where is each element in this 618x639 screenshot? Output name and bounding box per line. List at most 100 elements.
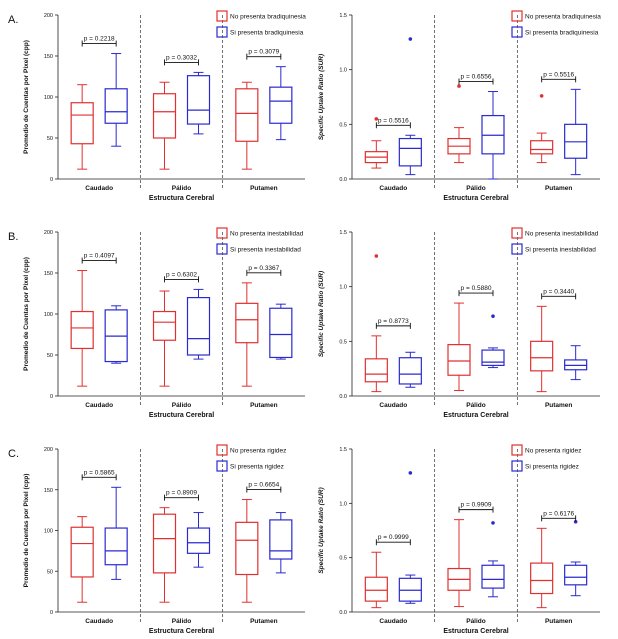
p-value-label: p = 0.3367 [248, 265, 279, 272]
legend-label: Si presenta inestabilidad [230, 247, 301, 254]
y-tick-label: 200 [44, 447, 53, 453]
box-si [269, 303, 293, 360]
category-label: Putamen [250, 402, 277, 409]
p-value-label: p = 0.6556 [461, 74, 492, 81]
panel-label: A. [8, 14, 18, 26]
category-label: Putamen [545, 402, 572, 409]
panel-label: B. [8, 231, 18, 243]
legend: No presenta bradiquinesia Si presenta bra… [511, 10, 601, 38]
p-value-label: p = 0.2218 [84, 36, 115, 43]
x-axis-label: Estructura Cerebral [443, 412, 508, 419]
box-si [481, 314, 505, 369]
y-tick-label: 0.0 [339, 177, 347, 183]
box-si [398, 37, 422, 176]
category-label: Caudado [85, 618, 113, 625]
y-axis-label: Promedio de Cuentas por Pixel (cpp) [23, 40, 30, 154]
category-label: Caudado [379, 185, 407, 192]
box-no [152, 81, 177, 170]
p-value-label: p = 0.8773 [378, 318, 409, 325]
box-no [235, 81, 259, 170]
y-tick-label: 1.5 [339, 447, 347, 453]
significance-bracket: p = 0.6302 [164, 271, 199, 283]
legend-swatch-no [216, 227, 228, 239]
p-value-label: p = 0.3440 [543, 288, 574, 295]
category-label: Putamen [250, 185, 277, 192]
box-iqr [186, 75, 211, 125]
p-value-label: p = 0.9909 [461, 502, 492, 509]
chart-panel: 0.0 0.5 1.0 1.5 Specific Uptake Ratio (SUR) C… [318, 10, 601, 202]
category-label: Putamen [545, 618, 572, 625]
box-iqr [104, 88, 128, 124]
panel-label: C. [8, 448, 19, 460]
box-iqr [447, 344, 471, 376]
box-si [186, 71, 211, 135]
box-si [104, 305, 128, 364]
y-axis-label: Specific Uptake Ratio (SUR) [318, 487, 325, 573]
legend-swatch-no [216, 10, 228, 22]
legend-swatch-no [216, 444, 228, 456]
box-iqr [104, 527, 128, 566]
box-iqr [530, 562, 554, 595]
box-iqr [269, 519, 293, 560]
box-no [152, 290, 177, 387]
legend-label: No presenta inestabilidad [230, 231, 304, 238]
significance-bracket: p = 0.5516 [375, 117, 411, 129]
box-iqr [564, 564, 588, 586]
box-no [152, 507, 177, 603]
x-axis-label: Estructura Cerebral [149, 412, 214, 419]
chart-panel: 0.0 0.5 1.0 1.5 Specific Uptake Ratio (SUR) C… [318, 227, 600, 419]
box-iqr [235, 521, 259, 576]
y-tick-label: 1.5 [339, 13, 347, 19]
significance-bracket: p = 0.9999 [375, 534, 411, 546]
category-label: Putamen [250, 618, 277, 625]
category-label: Caudado [85, 402, 113, 409]
box-iqr [152, 310, 177, 341]
chart-panel: C. 0 50 100 150 200 Promedio de Cuentas por Pi… [8, 444, 305, 635]
p-value-label: p = 0.8909 [166, 490, 197, 497]
legend-label: No presenta rigidez [525, 448, 581, 455]
significance-bracket: p = 0.4097 [81, 253, 117, 264]
legend-label: No presenta bradiquinesia [525, 14, 601, 21]
box-no [530, 94, 554, 164]
box-iqr [70, 102, 94, 145]
y-tick-label: 0.0 [339, 610, 347, 616]
legend-label: No presenta rigidez [230, 448, 286, 455]
y-tick-label: 1.5 [339, 230, 347, 236]
y-tick-label: 100 [44, 95, 53, 101]
y-tick-label: 200 [44, 13, 53, 19]
box-iqr [235, 88, 259, 142]
category-label: Caudado [379, 618, 407, 625]
y-tick-label: 0.5 [339, 556, 347, 562]
box-si [481, 91, 505, 180]
y-tick-label: 100 [44, 529, 53, 535]
x-axis-label: Estructura Cerebral [149, 195, 214, 202]
legend-label: Si presenta inestabilidad [525, 247, 596, 254]
box-si [564, 88, 588, 176]
box-si [269, 512, 293, 574]
legend: No presenta inestabilidad Si presenta ine… [216, 227, 304, 255]
significance-bracket: p = 0.8909 [164, 490, 199, 501]
legend-swatch-si [216, 243, 228, 255]
p-value-label: p = 0.3079 [248, 49, 279, 56]
y-tick-label: 0 [50, 394, 53, 400]
legend-swatch-si [511, 243, 523, 255]
outlier-point [491, 521, 495, 525]
y-axis-label: Specific Uptake Ratio (SUR) [318, 271, 325, 357]
y-tick-label: 1.0 [339, 68, 347, 74]
y-tick-label: 1.0 [339, 285, 347, 291]
significance-bracket: p = 0.6176 [541, 510, 577, 522]
p-value-label: p = 0.9999 [378, 534, 409, 541]
box-no [447, 84, 471, 164]
outlier-point [408, 471, 413, 475]
category-label: Caudado [85, 185, 113, 192]
legend-swatch-no [511, 444, 523, 456]
box-iqr [186, 527, 211, 554]
box-si [398, 471, 422, 604]
box-iqr [530, 340, 554, 372]
significance-bracket: p = 0.3079 [246, 49, 282, 60]
significance-bracket: p = 0.5865 [81, 469, 117, 481]
legend-swatch-si [511, 460, 523, 472]
box-no [530, 527, 554, 609]
box-si [186, 288, 211, 360]
box-no [70, 84, 94, 170]
